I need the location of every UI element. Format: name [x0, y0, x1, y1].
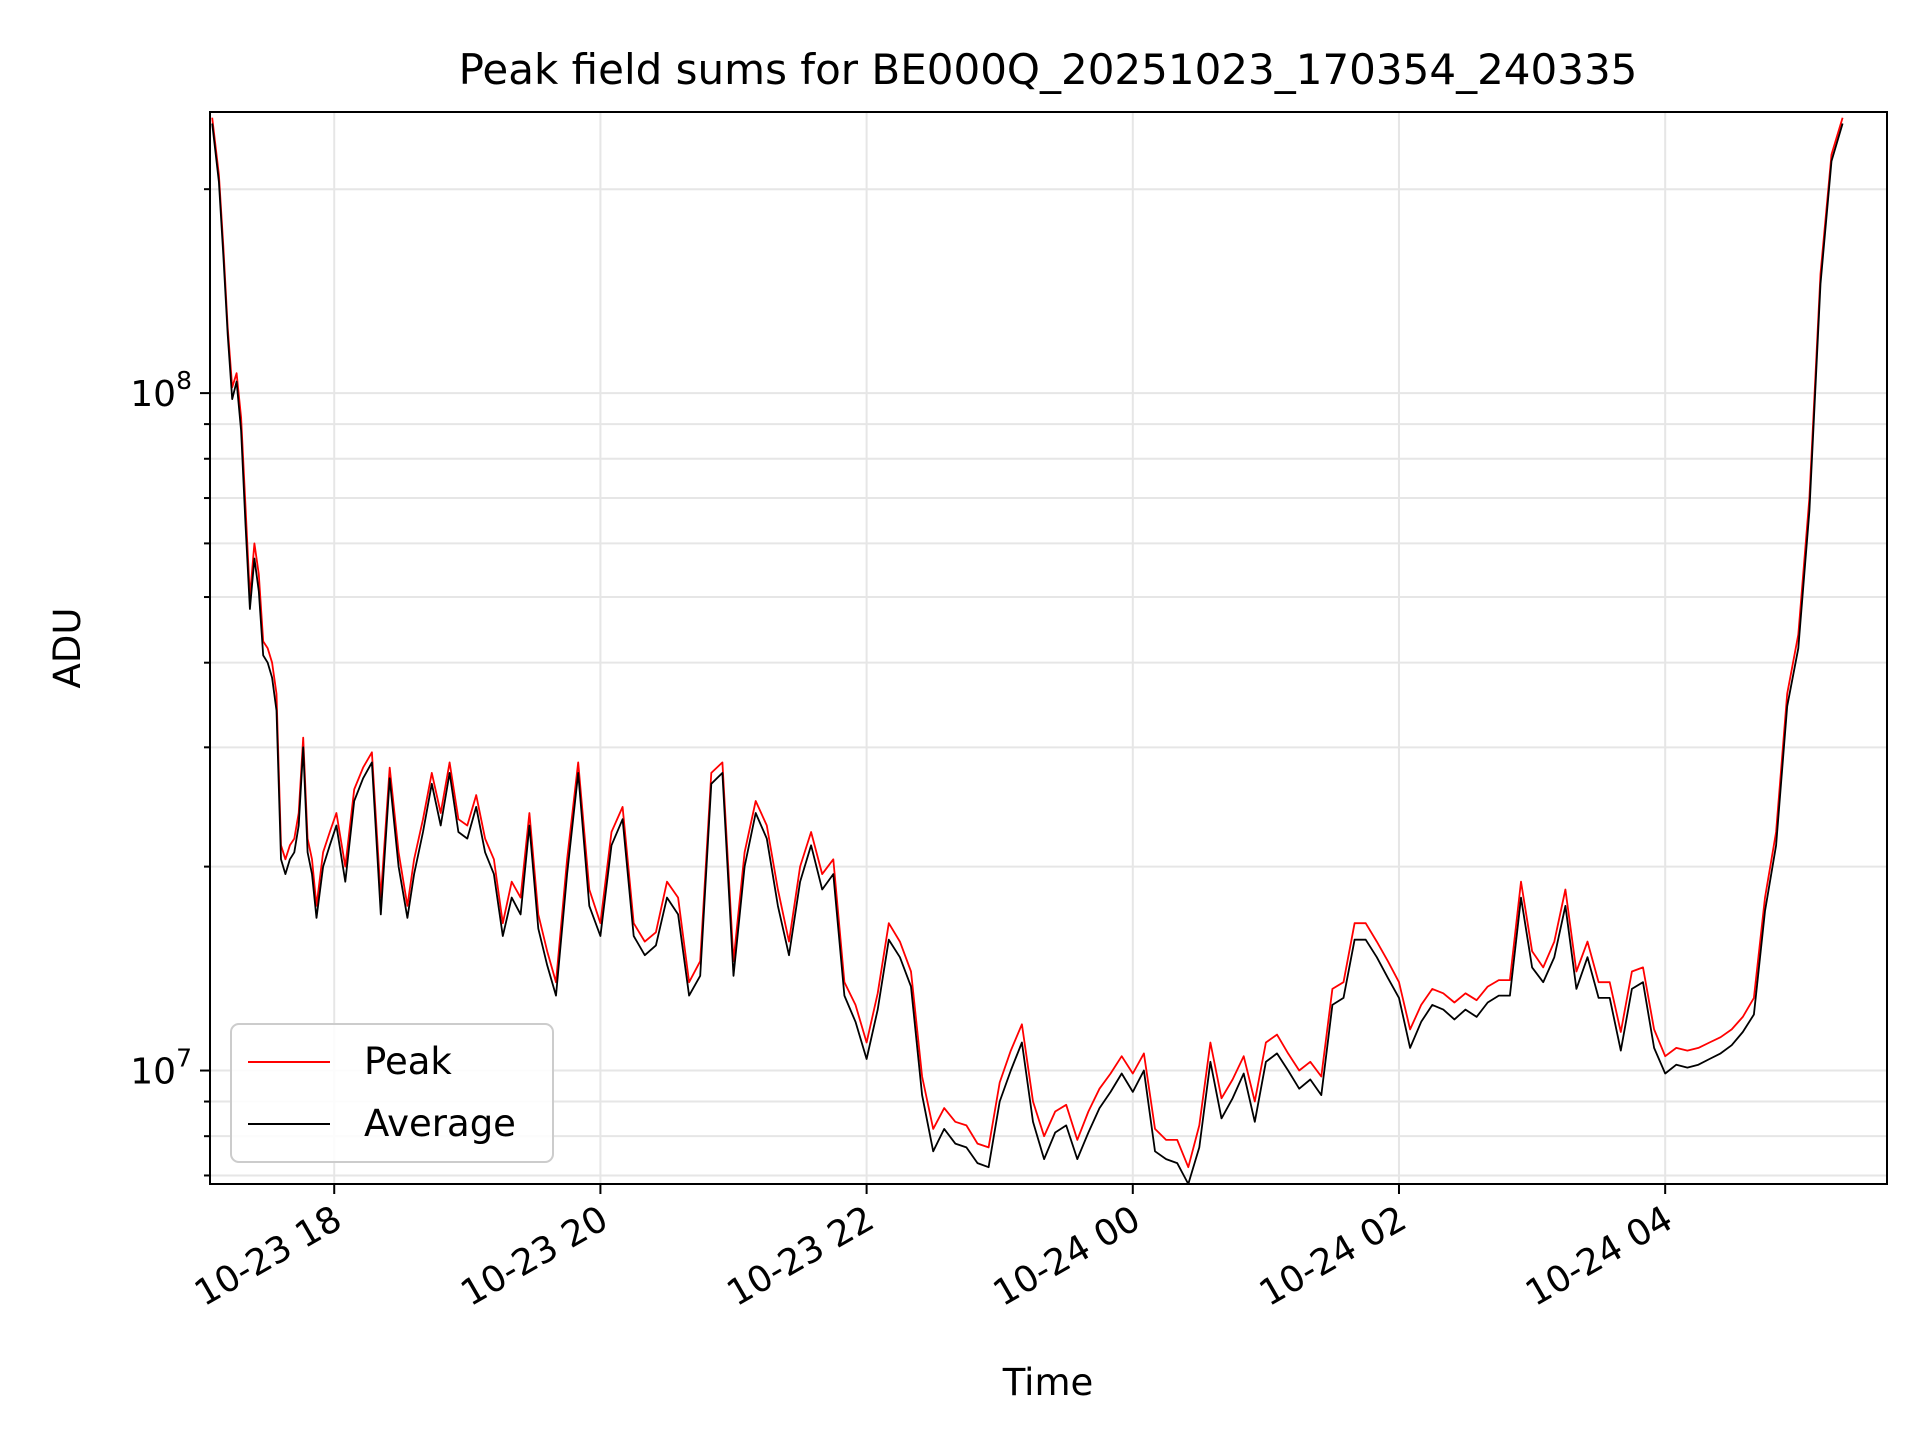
- legend-box: [230, 1023, 554, 1163]
- legend: Peak Average: [230, 1023, 554, 1163]
- legend-label-peak: Peak: [364, 1040, 452, 1083]
- x-axis-label: Time: [1002, 1361, 1094, 1404]
- series-line-average: [211, 123, 1844, 1185]
- y-tick-label-exponent: 8: [176, 366, 192, 395]
- series-layer: [211, 117, 1844, 1185]
- y-tick-label: 108: [130, 366, 192, 415]
- y-tick-label-base: 10: [130, 374, 176, 415]
- series-line-peak: [211, 117, 1844, 1169]
- y-tick-label-exponent: 7: [176, 1044, 192, 1073]
- y-axis-label: ADU: [46, 608, 89, 689]
- legend-label-average: Average: [364, 1102, 516, 1145]
- y-tick-label-base: 10: [130, 1052, 176, 1093]
- chart-title: Peak field sums for BE000Q_20251023_1703…: [459, 45, 1638, 94]
- y-tick-label: 107: [130, 1044, 192, 1093]
- plot-frame: [209, 111, 1888, 1185]
